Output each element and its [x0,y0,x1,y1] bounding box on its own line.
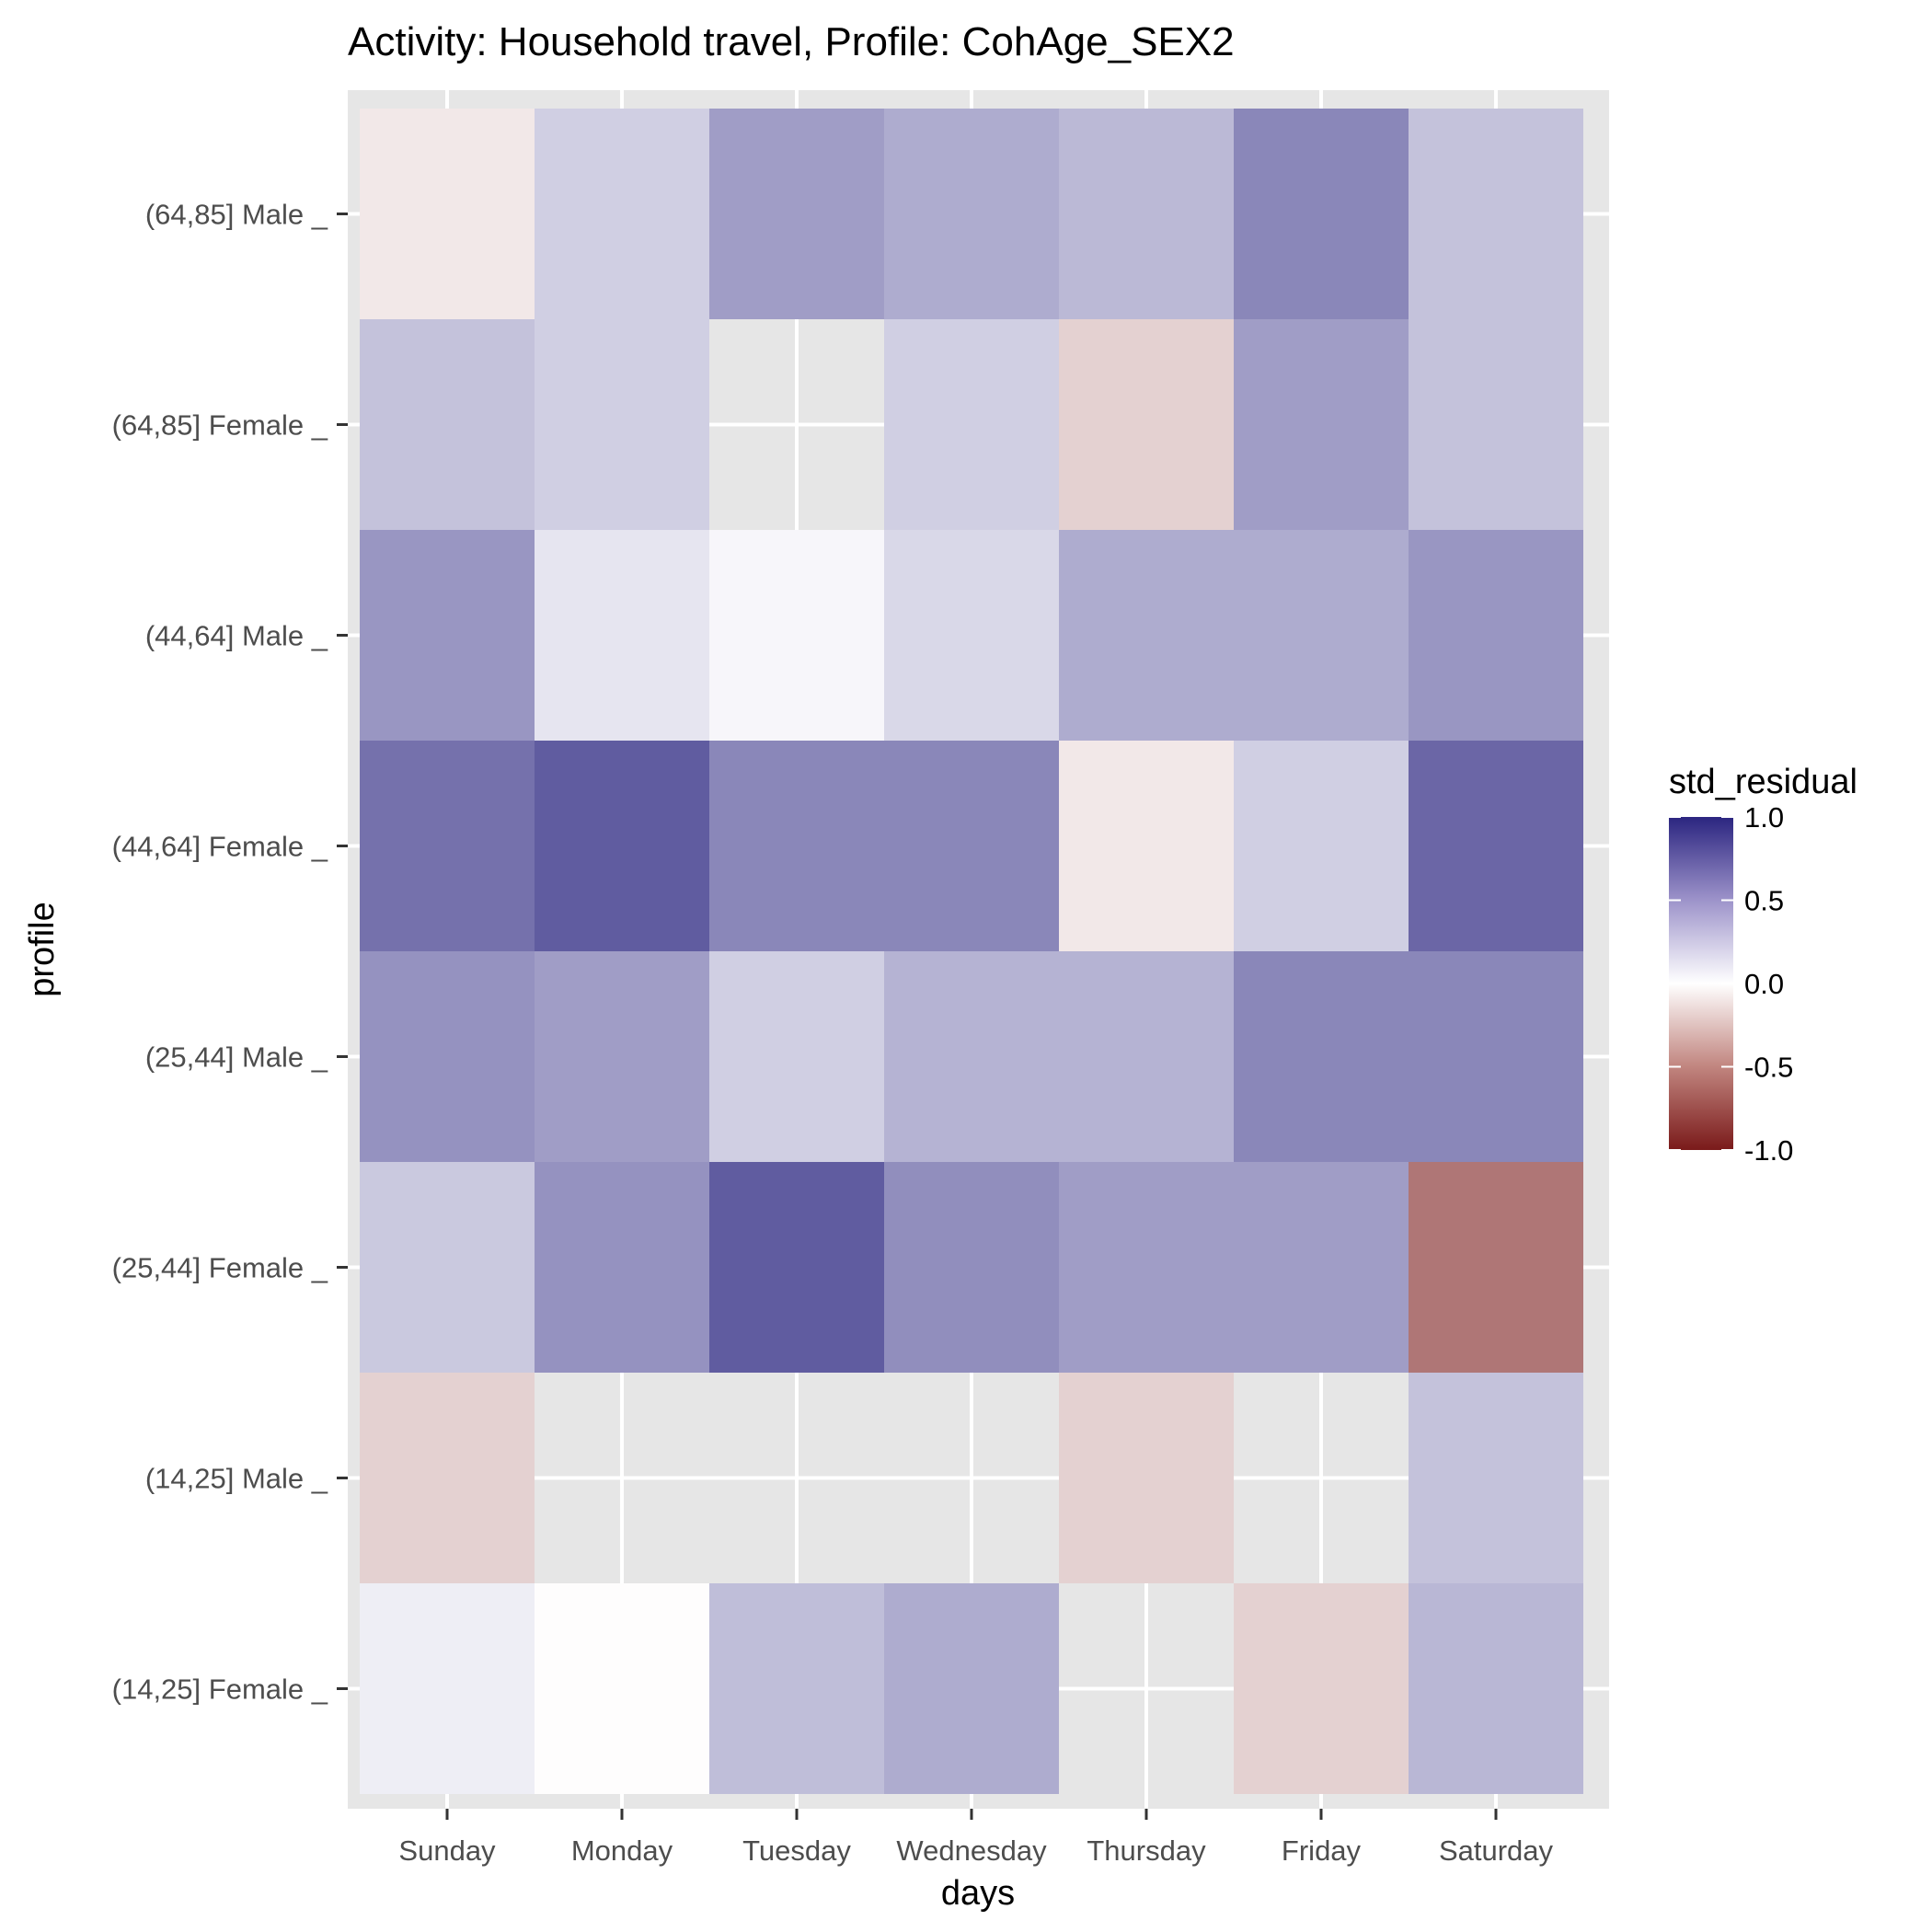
legend-tick-label: -0.5 [1744,1052,1793,1084]
heatmap-cell [360,109,535,319]
heatmap-cell [884,1162,1059,1373]
x-tick-label: Tuesday [742,1834,851,1867]
heatmap-cell [1234,1162,1409,1373]
y-tick-label: (44,64] Female _ [112,831,328,863]
heatmap-cell [884,109,1059,319]
y-tick-label: (64,85] Female _ [112,409,328,442]
x-axis: Sunday Monday Tuesday Wednesday Thursday Frid… [398,1809,1554,1867]
heatmap-cell [535,530,709,741]
heatmap-cell [360,951,535,1162]
heatmap-cell [535,109,709,319]
legend-tick-label: 0.0 [1744,968,1784,1000]
heatmap-cell [1234,530,1409,741]
heatmap-cell [1059,741,1234,951]
heatmap-cell [709,951,884,1162]
legend-tick-label: -1.0 [1744,1134,1793,1167]
heatmap-cell [360,1583,535,1794]
heatmap-cell [884,741,1059,951]
heatmap-cell [1409,741,1583,951]
legend-tick-label: 0.5 [1744,885,1784,917]
y-tick-label: (64,85] Male _ [145,199,328,231]
heatmap-cell [1059,530,1234,741]
heatmap-cell [1059,319,1234,530]
y-axis: (64,85] Male _ (64,85] Female _ (44,64] Ma… [112,199,348,1706]
y-tick-label: (25,44] Male _ [145,1041,328,1074]
legend-tick-label: 1.0 [1744,801,1784,834]
heatmap-cell [1059,1373,1234,1583]
x-tick-label: Saturday [1439,1834,1554,1867]
heatmap-cell [360,319,535,530]
heatmap-cell [1409,1583,1583,1794]
heatmap-cell [1409,951,1583,1162]
heatmap-cell [1059,1162,1234,1373]
heatmap-cell [535,319,709,530]
heatmap-cell [1059,109,1234,319]
heatmap-cell [535,951,709,1162]
chart-title: Activity: Household travel, Profile: Coh… [348,19,1235,64]
heatmap-cell [535,1162,709,1373]
heatmap-cell [709,1162,884,1373]
x-tick-label: Friday [1282,1834,1362,1867]
heatmap-cell [1234,1583,1409,1794]
y-tick-label: (14,25] Male _ [145,1463,328,1495]
y-tick-label: (44,64] Male _ [145,620,328,652]
heatmap-cell [709,109,884,319]
heatmap-cell [1409,1373,1583,1583]
x-tick-label: Wednesday [896,1834,1047,1867]
heatmap-cell [360,1373,535,1583]
x-tick-label: Monday [571,1834,673,1867]
y-tick-label: (14,25] Female _ [112,1673,328,1706]
x-axis-title: days [941,1874,1015,1913]
heatmap-cell [709,530,884,741]
heatmap-cell [1409,530,1583,741]
heatmap-cell [1059,951,1234,1162]
heatmap-cell [360,1162,535,1373]
heatmap-cell [1234,951,1409,1162]
heatmap-cell [1234,319,1409,530]
heatmap-cell [1409,1162,1583,1373]
heatmap-cell [709,741,884,951]
legend-ticks: 1.0 0.5 0.0 -0.5 -1.0 [1669,801,1793,1167]
heatmap-cell [360,530,535,741]
heatmap-cell [709,1583,884,1794]
x-tick-label: Thursday [1087,1834,1206,1867]
heatmap-cell [360,741,535,951]
heatmap-cell [1409,109,1583,319]
heatmap-cell [884,319,1059,530]
heatmap-cell [884,1583,1059,1794]
heatmap-cell [1234,109,1409,319]
heatmap-cell [1234,741,1409,951]
x-tick-label: Sunday [398,1834,496,1867]
heatmap-cell [535,741,709,951]
y-tick-label: (25,44] Female _ [112,1252,328,1284]
heatmap-cell [884,951,1059,1162]
heatmap-cell [1409,319,1583,530]
heatmap-cell [535,1583,709,1794]
y-axis-title: profile [23,902,62,997]
heatmap-cell [884,530,1059,741]
legend-title: std_residual [1669,763,1857,801]
heatmap-cells [360,109,1583,1794]
